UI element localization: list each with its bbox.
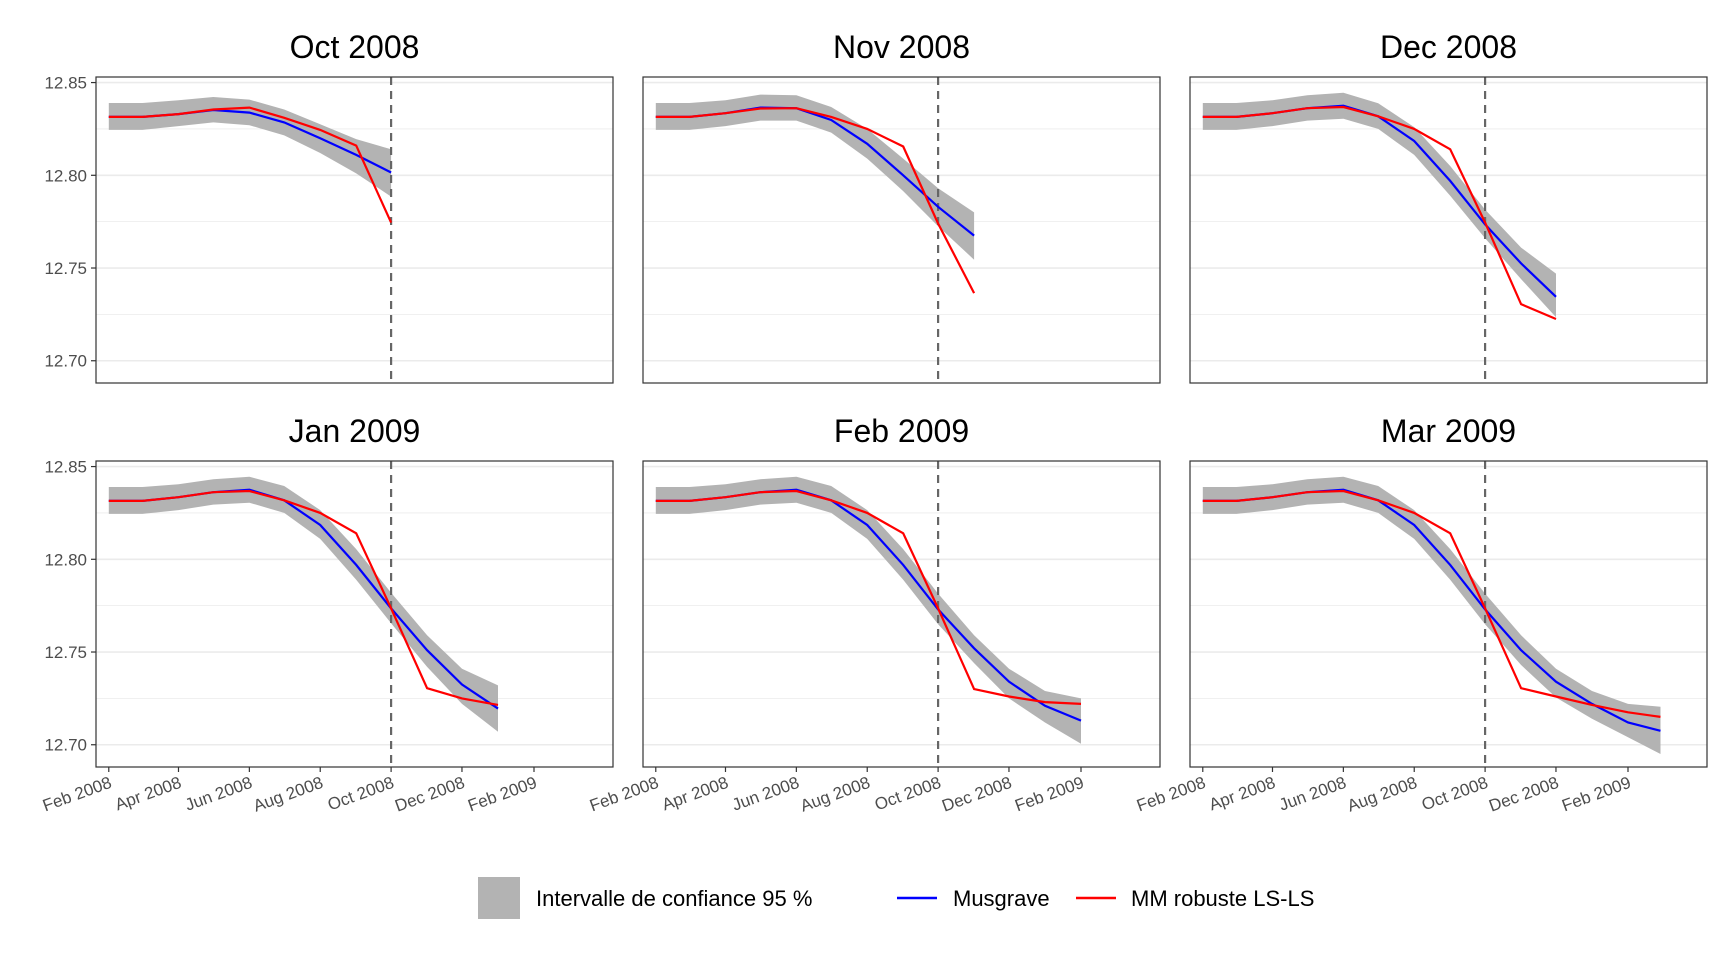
series-line-mm-robuste <box>1202 105 1557 321</box>
legend-key-ci <box>478 877 520 919</box>
series-line-mm-robuste <box>1202 489 1661 718</box>
panel-border <box>1189 460 1708 768</box>
confidence-band <box>1202 476 1661 754</box>
y-tick-label: 12.80 <box>44 166 87 185</box>
y-tick-label: 12.75 <box>44 259 87 278</box>
facet-title: Feb 2009 <box>834 413 969 449</box>
x-tick-label: Feb 2009 <box>1559 773 1633 815</box>
series-line-mm-robuste <box>655 489 1082 705</box>
x-tick-label: Jun 2008 <box>182 773 254 815</box>
panel-border <box>642 460 1161 768</box>
x-tick-label: Apr 2008 <box>113 773 184 814</box>
facet-title: Jan 2009 <box>289 413 421 449</box>
facet-title: Oct 2008 <box>290 29 420 65</box>
x-tick-label: Feb 2008 <box>587 773 661 815</box>
series-line-mm-robuste <box>108 489 499 706</box>
x-tick-label: Dec 2008 <box>392 773 467 816</box>
y-tick-label: 12.85 <box>44 458 87 477</box>
facet-title: Mar 2009 <box>1381 413 1516 449</box>
y-tick-label: 12.80 <box>44 550 87 569</box>
facet-title: Nov 2008 <box>833 29 970 65</box>
confidence-band <box>655 94 975 260</box>
facet-panel: Dec 2008 <box>1189 29 1708 384</box>
panel-border <box>95 76 614 384</box>
x-tick-label: Feb 2008 <box>1134 773 1208 815</box>
x-tick-label: Aug 2008 <box>798 773 873 816</box>
y-tick-label: 12.70 <box>44 736 87 755</box>
series-line-mm-robuste <box>108 106 393 224</box>
y-tick-label: 12.85 <box>44 74 87 93</box>
x-tick-label: Apr 2008 <box>660 773 731 814</box>
confidence-band <box>108 476 499 732</box>
legend: Intervalle de confiance 95 % Musgrave MM r… <box>478 877 1314 919</box>
legend-label-ci: Intervalle de confiance 95 % <box>536 886 812 911</box>
x-tick-label: Jun 2008 <box>1276 773 1348 815</box>
series-line-mm-robuste <box>655 107 976 294</box>
x-tick-label: Feb 2009 <box>1012 773 1086 815</box>
x-tick-label: Apr 2008 <box>1207 773 1278 814</box>
confidence-band <box>1202 92 1556 318</box>
facet-panel: Oct 2008 12.70 12.75 12.80 12.85 <box>44 29 614 384</box>
x-tick-label: Feb 2008 <box>40 773 114 815</box>
x-tick-label: Jun 2008 <box>729 773 801 815</box>
panel-border <box>95 460 614 768</box>
y-tick-label: 12.75 <box>44 643 87 662</box>
confidence-band <box>108 97 392 197</box>
facet-panel: Nov 2008 <box>642 29 1161 384</box>
x-tick-label: Oct 2008 <box>872 773 943 814</box>
x-tick-label: Dec 2008 <box>939 773 1014 816</box>
confidence-band <box>655 476 1081 744</box>
x-tick-label: Oct 2008 <box>325 773 396 814</box>
legend-label-musgrave: Musgrave <box>953 886 1050 911</box>
panel-border <box>1189 76 1708 384</box>
y-tick-label: 12.70 <box>44 352 87 371</box>
x-tick-label: Aug 2008 <box>1345 773 1420 816</box>
facet-title: Dec 2008 <box>1380 29 1517 65</box>
x-tick-label: Oct 2008 <box>1419 773 1490 814</box>
x-tick-label: Feb 2009 <box>465 773 539 815</box>
panel-border <box>642 76 1161 384</box>
facet-panel: Jan 2009 12.70 12.75 12.80 12.85 Feb 2008Apr … <box>40 413 614 816</box>
legend-label-mm-robuste: MM robuste LS-LS <box>1131 886 1314 911</box>
x-tick-label: Aug 2008 <box>251 773 326 816</box>
x-tick-label: Dec 2008 <box>1486 773 1561 816</box>
